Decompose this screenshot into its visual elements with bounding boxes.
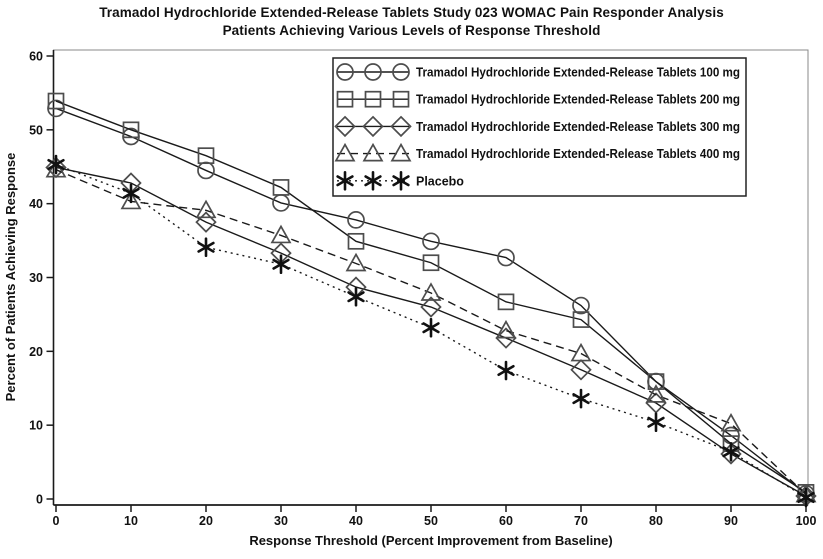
star-marker	[336, 171, 354, 191]
legend-item-placebo: Placebo	[336, 171, 464, 191]
series-line	[55, 169, 807, 496]
square-marker	[347, 232, 365, 250]
square-marker	[422, 254, 440, 272]
star-marker	[197, 237, 215, 258]
legend: Tramadol Hydrochloride Extended-Release …	[332, 57, 747, 197]
legend-label: Tramadol Hydrochloride Extended-Release …	[416, 93, 740, 107]
triangle-marker	[390, 142, 412, 162]
star-marker	[392, 171, 410, 191]
y-tick-label: 10	[29, 419, 43, 433]
series-line	[55, 100, 807, 493]
triangle-marker	[195, 199, 217, 219]
legend-item-tramadol-300mg: Tramadol Hydrochloride Extended-Release …	[334, 115, 740, 138]
star-marker	[797, 487, 815, 508]
square-marker	[122, 121, 140, 139]
square-marker	[572, 311, 590, 328]
triangle-marker	[570, 342, 592, 362]
chart-title-line-1: Tramadol Hydrochloride Extended-Release …	[99, 5, 724, 20]
x-tick-label: 70	[574, 514, 588, 528]
square-marker	[364, 90, 382, 108]
y-tick-label: 0	[36, 493, 43, 507]
x-tick-label: 10	[124, 514, 138, 528]
y-tick-label: 20	[29, 345, 43, 359]
x-tick-label: 50	[424, 514, 438, 528]
y-tick-label: 50	[29, 123, 43, 137]
y-axis-title: Percent of Patients Achieving Response	[3, 153, 18, 402]
legend-item-tramadol-100mg: Tramadol Hydrochloride Extended-Release …	[336, 63, 740, 81]
x-tick-label: 100	[796, 514, 817, 528]
square-marker	[47, 92, 65, 110]
diamond-marker	[495, 327, 517, 349]
triangle-marker	[334, 142, 356, 162]
series-line	[55, 107, 807, 495]
star-marker	[647, 412, 665, 433]
triangle-marker	[45, 158, 67, 178]
square-marker	[647, 373, 665, 390]
x-tick-label: 40	[349, 514, 363, 528]
diamond-marker	[570, 359, 592, 381]
star-marker	[47, 154, 65, 175]
x-tick-label: 60	[499, 514, 513, 528]
series-line	[55, 166, 807, 497]
triangle-marker	[720, 412, 742, 432]
star-marker	[364, 171, 382, 191]
star-marker	[497, 360, 515, 381]
star-marker	[722, 441, 740, 462]
triangle-marker	[362, 142, 384, 162]
series-tramadol-200mg	[47, 92, 815, 501]
star-marker	[422, 317, 440, 338]
circle-marker	[364, 63, 382, 81]
circle-marker	[422, 232, 440, 251]
triangle-marker	[270, 224, 292, 244]
legend-label: Tramadol Hydrochloride Extended-Release …	[416, 66, 740, 80]
x-tick-label: 0	[53, 514, 60, 528]
triangle-marker	[645, 384, 667, 403]
star-marker	[347, 286, 365, 307]
star-marker	[272, 254, 290, 275]
square-marker	[392, 90, 410, 108]
legend-item-tramadol-200mg: Tramadol Hydrochloride Extended-Release …	[336, 90, 740, 108]
diamond-marker	[362, 115, 384, 138]
diamond-marker	[420, 296, 442, 318]
legend-label: Tramadol Hydrochloride Extended-Release …	[416, 120, 740, 134]
chart-title-line-2: Patients Achieving Various Levels of Res…	[222, 23, 601, 38]
circle-marker	[497, 248, 515, 267]
x-tick-label: 20	[199, 514, 213, 528]
legend-label: Placebo	[416, 174, 464, 188]
circle-marker	[392, 63, 410, 81]
x-axis-ticks: 0 10 20 30 40 50 60 70 80 90 100	[53, 505, 817, 528]
triangle-marker	[345, 252, 367, 272]
x-axis-title: Response Threshold (Percent Improvement …	[249, 533, 612, 548]
series-line	[55, 163, 807, 499]
y-tick-label: 60	[29, 50, 43, 64]
legend-label: Tramadol Hydrochloride Extended-Release …	[416, 147, 740, 161]
y-tick-label: 40	[29, 197, 43, 211]
diamond-marker	[390, 115, 412, 138]
circle-marker	[347, 211, 365, 229]
y-tick-label: 30	[29, 271, 43, 285]
x-tick-label: 80	[649, 514, 663, 528]
triangle-marker	[420, 282, 442, 301]
diamond-marker	[195, 211, 217, 233]
series-placebo	[47, 154, 815, 508]
x-tick-label: 90	[724, 514, 738, 528]
x-tick-label: 30	[274, 514, 288, 528]
star-marker	[572, 388, 590, 409]
square-marker	[497, 293, 515, 311]
circle-marker	[572, 296, 590, 315]
square-marker	[272, 179, 290, 196]
square-marker	[336, 90, 354, 108]
diamond-marker	[720, 443, 742, 465]
y-axis-ticks: 0 10 20 30 40 50 60	[29, 50, 54, 507]
triangle-marker	[120, 190, 142, 210]
circle-marker	[336, 63, 354, 81]
star-marker	[122, 183, 140, 204]
diamond-marker	[334, 115, 356, 138]
square-marker	[197, 147, 215, 165]
legend-item-tramadol-400mg: Tramadol Hydrochloride Extended-Release …	[334, 142, 740, 162]
triangle-marker	[495, 319, 517, 339]
